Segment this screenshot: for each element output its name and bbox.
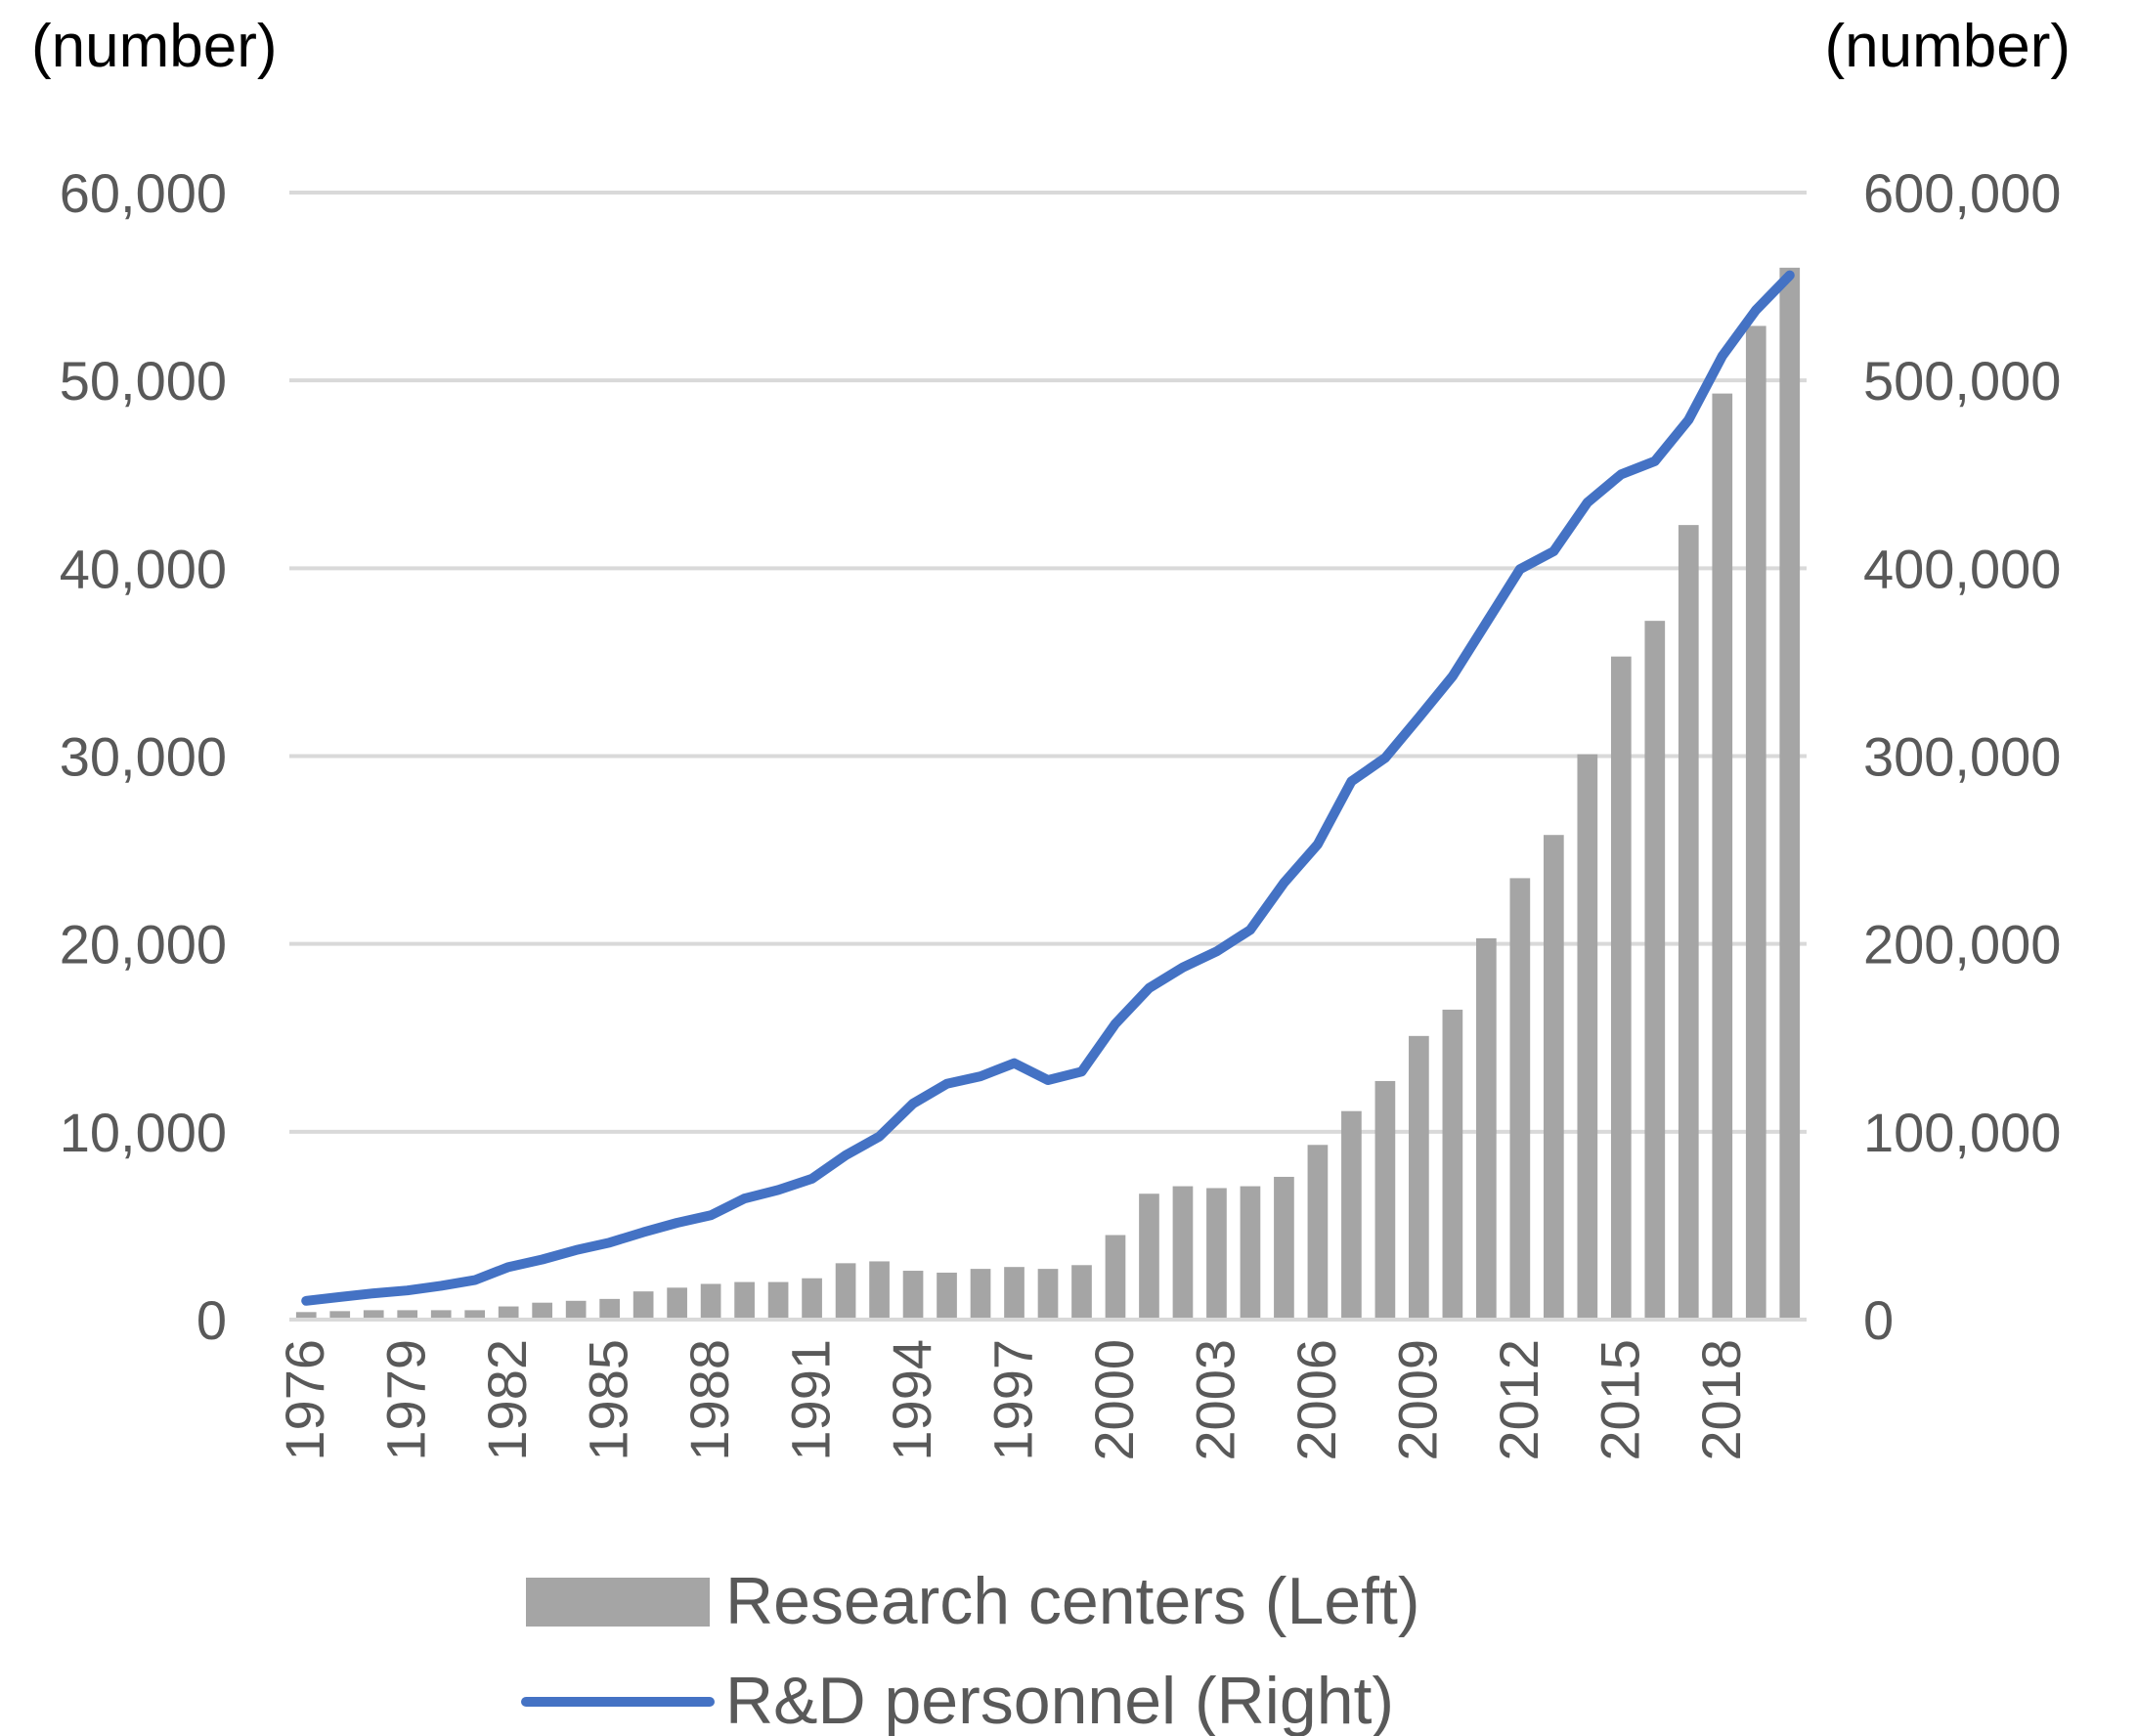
x-axis-tick-label: 1982 — [476, 1339, 538, 1461]
right-axis-tick-label: 0 — [1863, 1289, 1894, 1351]
research-centers-bar — [1509, 878, 1531, 1320]
research-centers-bar — [667, 1287, 687, 1320]
left-axis-tick-label: 0 — [196, 1289, 227, 1351]
research-centers-bar — [1678, 525, 1699, 1320]
right-axis-unit-label: (number) — [1824, 13, 2071, 80]
research-centers-bar — [1442, 1009, 1463, 1320]
research-centers-bar — [632, 1291, 654, 1320]
research-centers-bar — [565, 1300, 587, 1320]
left-axis-tick-label: 40,000 — [60, 538, 227, 599]
research-centers-bar — [1779, 267, 1801, 1320]
research-centers-bar — [1172, 1186, 1194, 1320]
research-centers-bar — [1105, 1235, 1126, 1320]
research-centers-bar — [464, 1310, 486, 1320]
research-centers-bars — [295, 267, 1801, 1320]
rd-personnel-line — [301, 270, 1795, 1306]
x-axis-tick-label: 2000 — [1083, 1339, 1145, 1461]
left-axis-tick-label: 10,000 — [60, 1102, 227, 1163]
right-axis-tick-label: 500,000 — [1863, 350, 2061, 412]
x-axis: 1976 1979 1982 1985 1988 1991 1994 1997 2000 2003… — [274, 1318, 1807, 1461]
research-centers-bar — [1240, 1186, 1261, 1320]
research-centers-bar — [700, 1283, 721, 1320]
research-centers-bar — [1409, 1035, 1429, 1320]
left-axis-unit-label: (number) — [31, 13, 278, 80]
research-centers-bar — [1071, 1265, 1092, 1320]
research-centers-bar — [1307, 1145, 1329, 1320]
research-centers-bar — [1745, 326, 1766, 1320]
legend-label-rd-personnel: R&D personnel (Right) — [725, 1664, 1394, 1736]
research-centers-bar — [902, 1271, 924, 1320]
research-centers-bar — [1139, 1194, 1159, 1320]
x-axis-tick-label: 2015 — [1589, 1339, 1650, 1461]
x-axis-tick-label: 2009 — [1386, 1339, 1448, 1461]
x-axis-tick-label: 1991 — [780, 1339, 842, 1461]
left-axis-tick-label: 30,000 — [60, 726, 227, 788]
x-axis-tick-label: 1976 — [274, 1339, 335, 1461]
research-centers-bar — [1274, 1176, 1294, 1320]
research-centers-bar — [1037, 1269, 1059, 1320]
research-centers-bar — [970, 1269, 991, 1320]
research-centers-bar — [363, 1310, 384, 1320]
research-centers-bar — [1577, 754, 1598, 1320]
right-axis-tick-label: 600,000 — [1863, 162, 2061, 224]
research-centers-bar — [1610, 656, 1632, 1320]
legend: Research centers (Left) R&D personnel (R… — [521, 1564, 1420, 1736]
rd-personnel-line-group — [301, 270, 1795, 1306]
left-axis-tick-label: 50,000 — [60, 350, 227, 412]
research-centers-bar — [599, 1298, 620, 1320]
left-axis: 0 10,000 20,000 30,000 40,000 50,000 60,000 — [60, 162, 227, 1351]
x-axis-tick-label: 2012 — [1488, 1339, 1549, 1461]
research-centers-bar — [937, 1272, 957, 1320]
right-axis-tick-label: 400,000 — [1863, 538, 2061, 599]
right-axis-tick-label: 100,000 — [1863, 1102, 2061, 1163]
right-axis: 0 100,000 200,000 300,000 400,000 500,000 600,… — [1863, 162, 2061, 1351]
research-centers-bar — [1004, 1267, 1025, 1320]
research-centers-bar — [1712, 393, 1733, 1320]
x-axis-tick-label: 2018 — [1690, 1339, 1752, 1461]
research-centers-bar — [295, 1312, 317, 1320]
x-axis-tick-label: 1979 — [375, 1339, 437, 1461]
research-centers-bar — [1374, 1080, 1396, 1320]
legend-label-research-centers: Research centers (Left) — [725, 1564, 1420, 1638]
research-centers-bar — [869, 1261, 890, 1320]
x-axis-tick-label: 1994 — [881, 1339, 942, 1461]
research-centers-bar — [1543, 835, 1564, 1320]
research-centers-bar — [1644, 621, 1666, 1320]
research-centers-bar — [1476, 937, 1497, 1320]
research-centers-bar — [430, 1310, 452, 1320]
left-axis-tick-label: 60,000 — [60, 162, 227, 224]
legend-swatch-research-centers — [526, 1578, 710, 1627]
research-centers-bar — [1341, 1110, 1362, 1320]
research-centers-bar — [835, 1263, 856, 1320]
x-axis-tick-label: 1988 — [678, 1339, 740, 1461]
x-axis-tick-label: 1997 — [982, 1339, 1044, 1461]
x-axis-tick-label: 2006 — [1286, 1339, 1347, 1461]
right-axis-tick-label: 300,000 — [1863, 726, 2061, 788]
research-centers-bar — [397, 1310, 418, 1320]
research-centers-bar — [767, 1281, 789, 1320]
research-centers-bar — [1206, 1188, 1227, 1320]
x-axis-tick-label: 1985 — [578, 1339, 639, 1461]
research-centers-bar — [532, 1302, 553, 1320]
research-centers-bar — [802, 1278, 822, 1320]
research-centers-bar — [329, 1311, 351, 1320]
right-axis-tick-label: 200,000 — [1863, 914, 2061, 976]
research-centers-bar — [734, 1281, 755, 1320]
left-axis-tick-label: 20,000 — [60, 914, 227, 976]
research-centers-bar — [498, 1306, 519, 1320]
x-axis-tick-label: 2003 — [1184, 1339, 1245, 1461]
